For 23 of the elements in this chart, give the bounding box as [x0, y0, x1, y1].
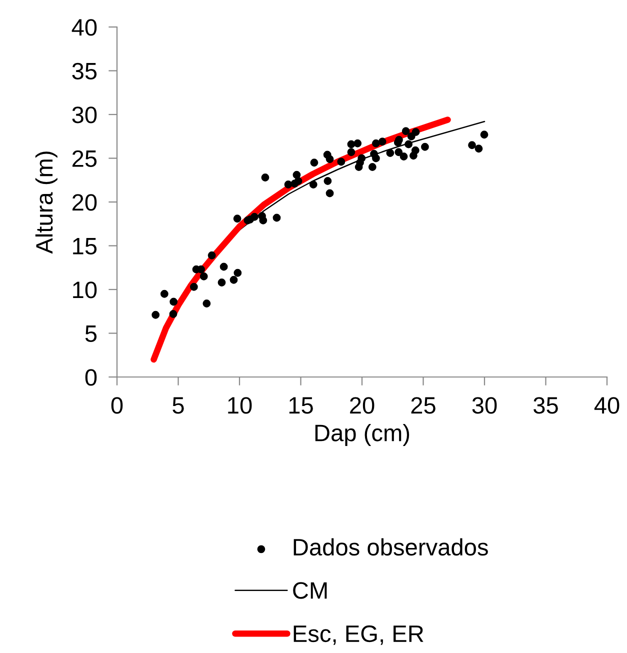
x-tick-label: 15	[289, 397, 313, 414]
y-tick-label: 0	[85, 369, 97, 386]
y-tick-label: 30	[72, 106, 97, 124]
x-tick-label: 30	[472, 397, 497, 414]
x-tick-label: 5	[172, 397, 184, 414]
x-tick-label: 40	[594, 397, 620, 414]
legend-label: Dados observados	[294, 538, 488, 556]
x-tick-label: 35	[534, 397, 558, 414]
y-axis-title: Altura (m)	[35, 152, 58, 254]
y-tick-label: 5	[85, 326, 97, 342]
x-tick-label: 0	[111, 397, 123, 414]
x-tick-label: 20	[350, 397, 374, 414]
y-tick-label: 35	[72, 62, 97, 80]
x-tick-label: 10	[228, 397, 252, 414]
y-tick-label: 25	[72, 150, 97, 168]
y-tick-label: 40	[72, 19, 97, 36]
legend-label: Esc, EG, ER	[294, 625, 424, 645]
legend-label: CM	[293, 582, 327, 599]
x-tick-label: 25	[411, 397, 436, 414]
x-axis-title: Dap (cm)	[315, 424, 410, 446]
y-tick-label: 10	[73, 282, 97, 298]
y-tick-label: 15	[73, 238, 97, 255]
y-tick-label: 20	[72, 194, 97, 211]
